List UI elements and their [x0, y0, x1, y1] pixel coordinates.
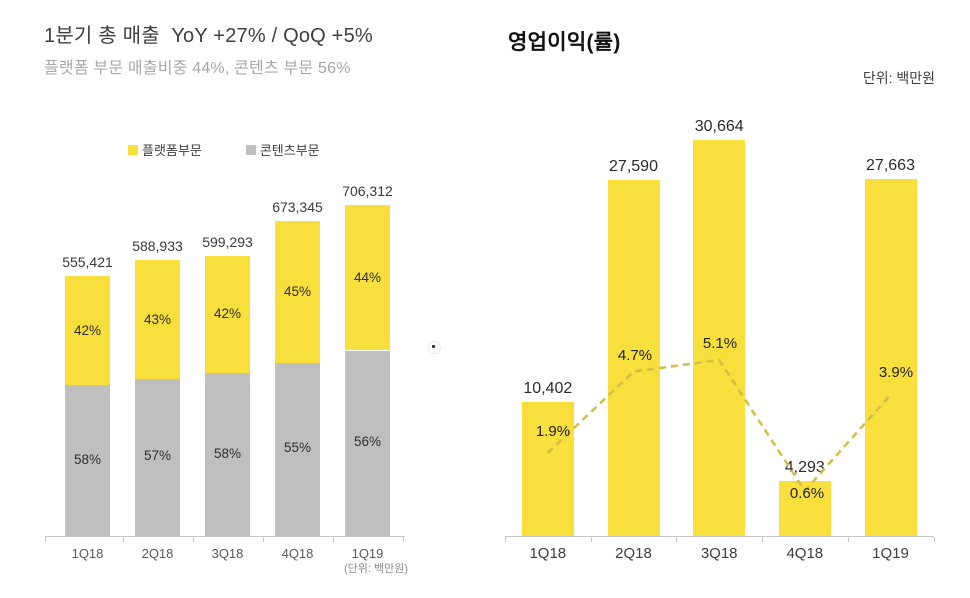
margin-pct-label-2Q18: 4.7%: [617, 347, 653, 364]
stray-dot: [428, 341, 441, 354]
revenue-x-axis-tick-0: [45, 537, 46, 542]
profit-x-axis-tick-3: [762, 537, 764, 542]
profit-x-label-2Q18: 2Q18: [615, 545, 652, 562]
profit-unit-label: 단위: 백만원: [862, 70, 935, 86]
revenue-bar-1Q19-platform-segment: [345, 205, 390, 350]
platform-legend-label: 플랫폼부문: [142, 143, 202, 158]
revenue-x-label-1Q18: 1Q18: [71, 546, 104, 561]
revenue-total-label-2Q18: 588,933: [132, 238, 183, 254]
profit-x-label-1Q18: 1Q18: [529, 545, 567, 562]
profit-x-label-1Q19: 1Q19: [872, 545, 909, 562]
profit-x-label-4Q18: 4Q18: [786, 545, 824, 562]
profit-x-label-3Q18: 3Q18: [700, 545, 738, 562]
content-pct-label-1Q18: 58%: [73, 452, 102, 467]
platform-pct-label-1Q18: 42%: [73, 323, 102, 338]
revenue-bar-3Q18-platform-segment: [205, 256, 250, 374]
margin-pct-label-1Q18: 1.9%: [535, 423, 571, 440]
content-legend-label: 콘텐츠부문: [259, 143, 320, 158]
revenue-bar-1Q18-content-segment: [65, 385, 110, 536]
revenue-x-axis-tick-3: [262, 537, 264, 542]
revenue-x-label-4Q18: 4Q18: [281, 546, 314, 561]
profit-value-label-1Q19: 27,663: [866, 157, 915, 174]
profit-title: 영업이익(률): [508, 31, 621, 54]
content-swatch-icon: [245, 144, 256, 155]
revenue-bar-3Q18-content-segment: [205, 373, 250, 536]
revenue-x-axis: [45, 536, 405, 537]
revenue-bar-2Q18-platform-segment: [135, 260, 180, 379]
revenue-total-label-4Q18: 673,345: [272, 199, 323, 215]
profit-x-axis-tick-2: [676, 537, 678, 542]
profit-value-label-4Q18: 4,293: [784, 459, 825, 476]
profit-x-axis-tick-1: [590, 537, 592, 542]
profit-value-label-3Q18: 30,664: [694, 118, 744, 135]
revenue-bar-2Q18-content-segment: [135, 379, 180, 536]
profit-bar-1Q19: [864, 179, 917, 536]
margin-pct-label-4Q18: 0.6%: [789, 485, 825, 502]
profit-x-axis-tick-5: [933, 537, 935, 542]
platform-swatch-icon: [128, 144, 138, 155]
platform-pct-label-2Q18: 43%: [143, 312, 172, 327]
revenue-x-label-3Q18: 3Q18: [211, 546, 244, 561]
revenue-title: 1분기 총 매출 YoY +27% / QoQ +5%: [44, 25, 373, 47]
revenue-x-axis-tick-2: [192, 537, 194, 542]
profit-value-label-1Q18: 10,402: [523, 380, 573, 397]
platform-pct-label-4Q18: 45%: [283, 284, 312, 299]
revenue-x-axis-tick-4: [332, 537, 334, 542]
revenue-bar-1Q19-content-segment: [345, 351, 390, 536]
revenue-subtitle: 플랫폼 부문 매출비중 44%, 콘텐츠 부문 56%: [44, 60, 351, 77]
revenue-total-label-1Q18: 555,421: [62, 254, 113, 270]
revenue-total-label-1Q19: 706,312: [342, 183, 393, 199]
margin-pct-label-1Q19: 3.9%: [878, 364, 914, 381]
profit-value-label-2Q18: 27,590: [609, 158, 658, 175]
content-pct-label-3Q18: 58%: [213, 446, 242, 461]
revenue-unit-note: (단위: 백만원): [343, 563, 409, 575]
revenue-bar-1Q18-platform-segment: [65, 276, 110, 385]
profit-x-axis: [505, 536, 934, 537]
content-pct-label-2Q18: 57%: [143, 448, 172, 463]
profit-x-axis-tick-4: [847, 537, 849, 542]
revenue-total-label-3Q18: 599,293: [202, 234, 253, 250]
platform-pct-label-1Q19: 44%: [353, 270, 382, 285]
revenue-bar-4Q18-content-segment: [275, 363, 320, 536]
revenue-x-axis-tick-5: [402, 537, 404, 542]
legend-item-content: 콘텐츠부문: [245, 140, 320, 159]
revenue-legend: 플랫폼부문 콘텐츠부문: [128, 140, 320, 159]
content-pct-label-4Q18: 55%: [283, 440, 312, 455]
revenue-x-label-2Q18: 2Q18: [141, 546, 174, 561]
content-pct-label-1Q19: 56%: [353, 434, 382, 449]
platform-pct-label-3Q18: 42%: [213, 306, 242, 321]
revenue-x-axis-tick-1: [122, 537, 124, 542]
legend-item-platform: 플랫폼부문: [128, 140, 202, 159]
margin-pct-label-3Q18: 5.1%: [702, 335, 738, 352]
profit-x-axis-tick-0: [505, 537, 506, 542]
revenue-bar-4Q18-platform-segment: [275, 221, 320, 363]
revenue-x-label-1Q19: 1Q19: [351, 546, 384, 561]
